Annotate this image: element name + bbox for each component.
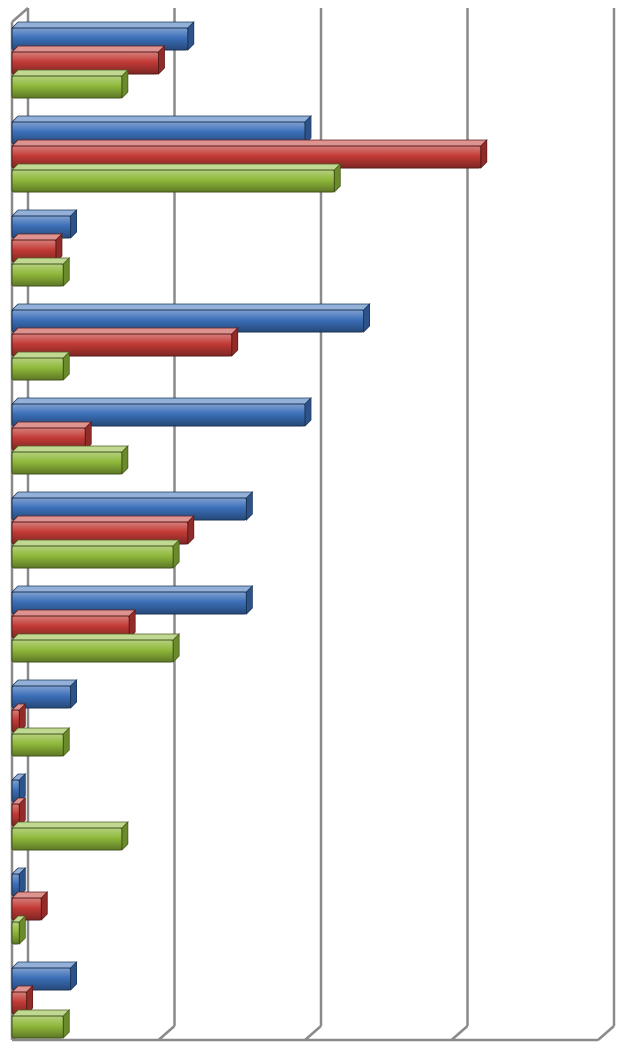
bar (11, 515, 195, 545)
bar-top-face (11, 821, 129, 829)
bar (11, 727, 71, 757)
bar (11, 491, 254, 521)
bar-top-face (11, 115, 312, 123)
bar-top-face (11, 21, 195, 29)
bar-front-face (11, 263, 64, 287)
bar (11, 703, 27, 733)
gridline-floor (597, 1025, 615, 1041)
bar-top-face (11, 139, 488, 147)
side-wall-top (11, 7, 29, 23)
bar (11, 351, 71, 381)
bar-top-face (11, 609, 137, 617)
bar-top-face (11, 351, 71, 359)
bar (11, 139, 488, 169)
bar-top-face (11, 727, 71, 735)
bar-top-face (11, 163, 342, 171)
bar-front-face (11, 921, 20, 945)
bar (11, 891, 49, 921)
bar (11, 45, 166, 75)
bar-top-face (11, 679, 78, 687)
bar (11, 609, 137, 639)
bar-top-face (11, 397, 312, 405)
bar-front-face (11, 545, 174, 569)
bar (11, 69, 129, 99)
bar-top-face (11, 257, 71, 265)
bar (11, 679, 78, 709)
bar-top-face (11, 1009, 71, 1017)
bar (11, 867, 27, 897)
gridline-floor (157, 1025, 176, 1041)
bar-top-face (11, 233, 63, 241)
bar-top-face (11, 491, 254, 499)
gridline-floor (304, 1025, 322, 1041)
bar (11, 961, 78, 991)
bar-top-face (11, 303, 371, 311)
bar (11, 21, 195, 51)
bar (11, 915, 27, 945)
bar-top-face (11, 421, 93, 429)
bar (11, 327, 239, 357)
bar (11, 163, 342, 193)
bar-top-face (11, 961, 78, 969)
bar-front-face (11, 827, 123, 851)
bar-front-face (11, 169, 335, 193)
bar-top-face (11, 585, 254, 593)
bar (11, 115, 312, 145)
bar-front-face (11, 333, 233, 357)
bar (11, 421, 93, 451)
bar-front-face (11, 639, 174, 663)
bar-front-face (11, 967, 72, 991)
bar-front-face (11, 451, 123, 475)
bar-front-face (11, 1015, 64, 1039)
bar-top-face (11, 539, 181, 547)
bar (11, 397, 312, 427)
bar-front-face (11, 733, 64, 757)
bar-top-face (11, 515, 195, 523)
bar-front-face (11, 357, 64, 381)
bar (11, 303, 371, 333)
bar-front-face (11, 75, 123, 99)
bar (11, 257, 71, 287)
bar-top-face (11, 45, 166, 53)
bar-top-face (11, 209, 78, 217)
bar-top-face (11, 445, 129, 453)
bar (11, 633, 181, 663)
bar (11, 773, 27, 803)
bar (11, 1009, 71, 1039)
bar-top-face (11, 633, 181, 641)
bar-front-face (11, 403, 306, 427)
bar-front-face (11, 897, 42, 921)
bar-top-face (11, 69, 129, 77)
bar (11, 445, 129, 475)
bar-top-face (11, 327, 239, 335)
bar-front-face (11, 685, 72, 709)
gridline-floor (450, 1025, 469, 1041)
bar (11, 585, 254, 615)
bar (11, 539, 181, 569)
bar (11, 821, 129, 851)
bars (11, 21, 488, 1039)
bar (11, 985, 34, 1015)
